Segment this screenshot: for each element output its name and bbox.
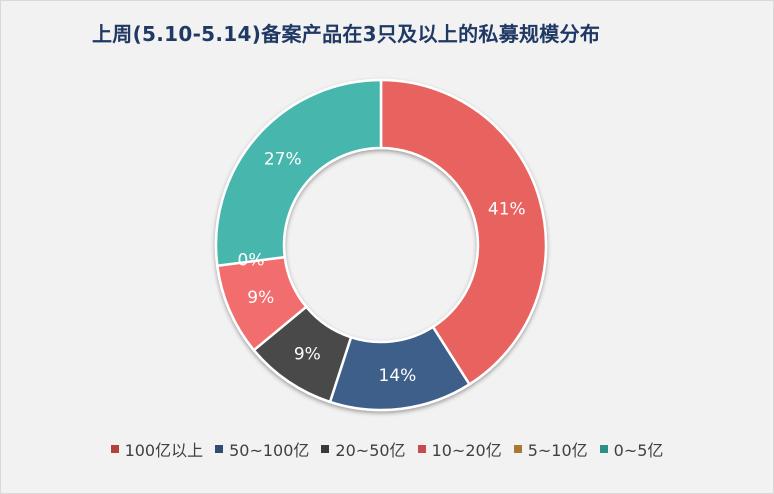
chart-legend: 100亿以上 50~100亿 20~50亿 10~20亿 5~10亿 0~5亿 — [0, 437, 774, 461]
legend-item-3: 20~50亿 — [321, 437, 406, 461]
data-label-6: 27% — [264, 149, 302, 169]
legend-swatch — [110, 445, 119, 453]
legend-item-5: 5~10亿 — [513, 437, 588, 461]
legend-item-4: 10~20亿 — [417, 437, 502, 461]
slice-6 — [214, 78, 383, 268]
data-label-5: 0% — [238, 250, 265, 270]
legend-label: 100亿以上 — [124, 441, 204, 460]
data-label-3: 9% — [294, 344, 321, 364]
legend-swatch — [417, 445, 426, 453]
legend-swatch — [513, 445, 522, 453]
legend-item-2: 50~100亿 — [215, 437, 309, 461]
legend-label: 5~10亿 — [527, 441, 588, 460]
legend-label: 10~20亿 — [431, 441, 502, 460]
data-label-2: 14% — [379, 366, 417, 386]
legend-swatch — [321, 445, 330, 453]
legend-swatch — [215, 445, 224, 453]
legend-swatch — [599, 445, 608, 453]
legend-item-6: 0~5亿 — [599, 437, 664, 461]
legend-label: 50~100亿 — [229, 441, 310, 460]
data-label-1: 41% — [488, 199, 526, 219]
data-label-4: 9% — [247, 288, 274, 308]
legend-label: 0~5亿 — [613, 441, 664, 460]
slice-1 — [379, 78, 548, 387]
legend-item-1: 100亿以上 — [110, 437, 204, 461]
chart-title: 上周(5.10-5.14)备案产品在3只及以上的私募规模分布 — [92, 22, 601, 46]
legend-label: 20~50亿 — [335, 441, 406, 460]
